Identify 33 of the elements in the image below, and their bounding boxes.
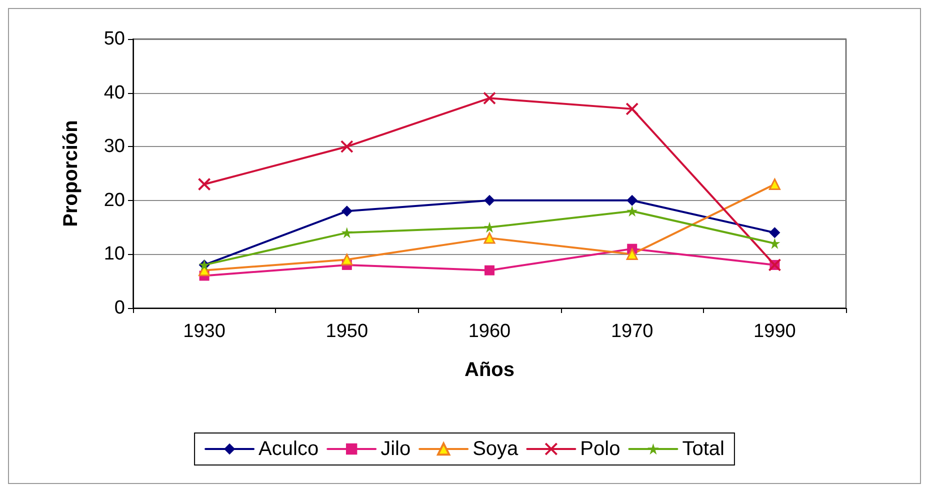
y-axis-title: Proporción — [60, 120, 82, 227]
point — [340, 140, 354, 154]
x-tick-label: 1930 — [183, 321, 226, 342]
legend-label: Polo — [580, 438, 620, 460]
y-tick-label: 50 — [104, 28, 125, 50]
y-tick-label: 30 — [104, 136, 125, 158]
legend-label: Aculco — [258, 438, 319, 460]
point — [341, 206, 352, 217]
point — [341, 227, 352, 238]
legend-label: Jilo — [380, 438, 411, 460]
y-tick-label: 40 — [104, 82, 125, 104]
point — [484, 194, 495, 206]
x-axis-title: Años — [464, 359, 514, 381]
point — [341, 254, 353, 266]
point — [484, 232, 496, 244]
point — [768, 178, 780, 190]
legend-label: Total — [682, 438, 724, 460]
point — [626, 102, 639, 116]
x-tick-label: 1960 — [468, 321, 511, 342]
point — [626, 248, 638, 260]
point — [626, 194, 638, 206]
point — [484, 265, 494, 276]
point — [769, 227, 780, 238]
x-tick-label: 1990 — [754, 321, 796, 342]
x-tick-label: 1970 — [610, 321, 654, 342]
y-tick-label: 20 — [104, 190, 125, 211]
legend-label: Soya — [472, 438, 520, 460]
y-tick-label: 0 — [114, 298, 125, 318]
point — [626, 206, 638, 217]
y-tick-label: 10 — [104, 244, 125, 265]
x-tick-label: 1950 — [326, 321, 368, 342]
point — [198, 178, 211, 191]
point — [483, 92, 496, 105]
